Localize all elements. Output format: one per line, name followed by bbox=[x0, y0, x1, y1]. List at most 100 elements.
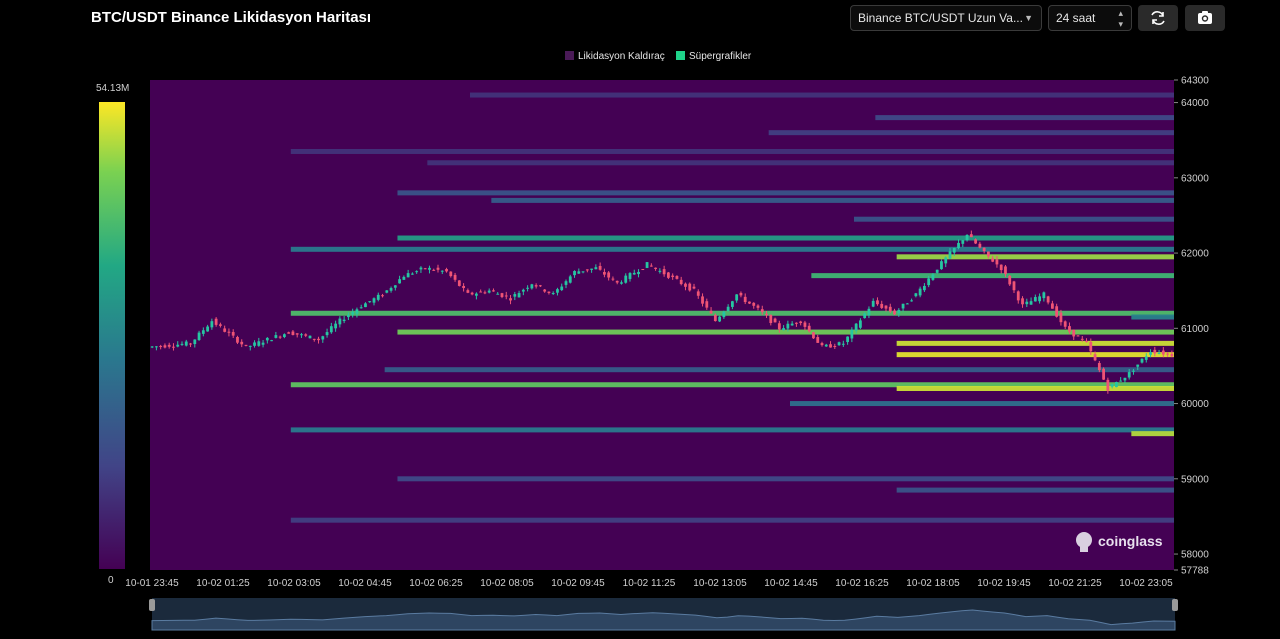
candle-body bbox=[901, 303, 905, 309]
candle-body bbox=[338, 318, 342, 325]
x-tick-label: 10-02 11:25 bbox=[623, 578, 676, 589]
candle-body bbox=[210, 321, 214, 328]
candle-body bbox=[820, 343, 824, 346]
candle-body bbox=[547, 291, 551, 293]
liquidation-band bbox=[397, 476, 1174, 482]
legend-leverage[interactable]: Likidasyon Kaldıraç bbox=[565, 51, 665, 62]
candle-body bbox=[376, 294, 380, 300]
candle-body bbox=[833, 345, 837, 347]
candle-body bbox=[402, 276, 406, 280]
candle-body bbox=[1161, 350, 1165, 355]
candle-body bbox=[475, 293, 478, 296]
candle-body bbox=[449, 271, 453, 277]
candle-body bbox=[969, 234, 973, 238]
candle-body bbox=[1140, 358, 1144, 363]
candle-body bbox=[573, 271, 576, 276]
candle-body bbox=[1025, 301, 1029, 305]
candle-body bbox=[564, 281, 568, 285]
candle-body bbox=[765, 313, 768, 316]
y-tick-label: 62000 bbox=[1181, 249, 1209, 260]
candle-body bbox=[291, 331, 295, 336]
candle-body bbox=[479, 291, 483, 293]
candle-body bbox=[692, 286, 696, 289]
liquidation-band bbox=[470, 92, 1174, 98]
candle-body bbox=[876, 300, 879, 305]
refresh-button[interactable] bbox=[1138, 5, 1178, 31]
candle-body bbox=[521, 289, 525, 292]
candle-body bbox=[543, 289, 547, 292]
legend-super[interactable]: Süpergrafikler bbox=[676, 51, 751, 62]
candle-body bbox=[283, 334, 286, 338]
candle-body bbox=[428, 267, 431, 270]
navigator-right-handle[interactable] bbox=[1172, 599, 1178, 611]
candle-body bbox=[334, 323, 337, 329]
candle-body bbox=[462, 285, 465, 289]
candle-body bbox=[1149, 352, 1152, 355]
liquidation-band bbox=[896, 352, 1174, 358]
candle-body bbox=[355, 309, 359, 314]
y-tick-label: 61000 bbox=[1181, 324, 1209, 335]
candle-body bbox=[432, 269, 436, 271]
candle-body bbox=[193, 339, 197, 345]
candle-body bbox=[748, 301, 751, 304]
candle-body bbox=[1115, 382, 1118, 388]
candle-body bbox=[1072, 329, 1076, 337]
liquidation-bands bbox=[290, 92, 1175, 523]
candle-body bbox=[795, 322, 798, 324]
x-axis: 10-01 23:45 10-02 01:25 10-02 03:05 10-02 0… bbox=[125, 578, 1173, 589]
liquidation-band bbox=[290, 517, 1174, 523]
candle-body bbox=[300, 334, 303, 336]
candle-body bbox=[611, 278, 615, 280]
range-navigator[interactable] bbox=[149, 598, 1178, 631]
candle-body bbox=[859, 320, 862, 328]
candle-body bbox=[423, 268, 427, 270]
candle-body bbox=[231, 332, 235, 336]
candle-body bbox=[381, 295, 384, 297]
candle-body bbox=[846, 336, 849, 343]
exchange-select[interactable]: Binance BTC/USDT Uzun Va... ▼ bbox=[850, 5, 1042, 31]
x-tick-label: 10-02 01:25 bbox=[196, 578, 250, 589]
navigator-left-handle[interactable] bbox=[149, 599, 155, 611]
candle-body bbox=[470, 292, 474, 295]
candle-body bbox=[594, 267, 598, 270]
candle-body bbox=[760, 309, 764, 313]
candle-body bbox=[159, 345, 163, 347]
x-tick-label: 10-02 18:05 bbox=[906, 578, 960, 589]
liquidation-band bbox=[875, 115, 1174, 121]
candle-body bbox=[1042, 292, 1046, 299]
candle-body bbox=[739, 292, 743, 296]
candle-body bbox=[1038, 296, 1041, 302]
range-select[interactable]: 24 saat ▴ ▾ bbox=[1048, 5, 1132, 31]
candle-body bbox=[641, 269, 645, 271]
candle-body bbox=[466, 290, 470, 293]
candle-body bbox=[957, 242, 960, 248]
candle-body bbox=[769, 314, 773, 324]
candle-body bbox=[1004, 266, 1007, 275]
candle-body bbox=[620, 282, 623, 284]
y-tick-label: 59000 bbox=[1181, 474, 1209, 485]
candle-body bbox=[1093, 354, 1097, 361]
candle-body bbox=[347, 315, 350, 318]
candle-body bbox=[1021, 298, 1024, 305]
candle-body bbox=[837, 342, 841, 346]
liquidation-band bbox=[854, 216, 1174, 222]
candle-body bbox=[786, 323, 790, 329]
candle-body bbox=[184, 341, 188, 346]
y-tick-label: 64300 bbox=[1181, 76, 1209, 87]
candle-body bbox=[1076, 335, 1080, 337]
x-tick-label: 10-02 04:45 bbox=[338, 578, 392, 589]
candle-body bbox=[1170, 353, 1174, 357]
candle-body bbox=[236, 337, 239, 343]
liquidation-band bbox=[290, 427, 1174, 433]
liquidation-band bbox=[790, 401, 1174, 407]
candle-body bbox=[227, 331, 231, 333]
candle-body bbox=[743, 296, 747, 303]
candle-body bbox=[863, 313, 867, 319]
candle-body bbox=[726, 306, 730, 311]
liquidation-band bbox=[427, 160, 1174, 166]
candle-body bbox=[329, 326, 333, 333]
liquidation-band bbox=[397, 235, 1174, 241]
screenshot-button[interactable] bbox=[1185, 5, 1225, 31]
candle-body bbox=[440, 270, 444, 272]
